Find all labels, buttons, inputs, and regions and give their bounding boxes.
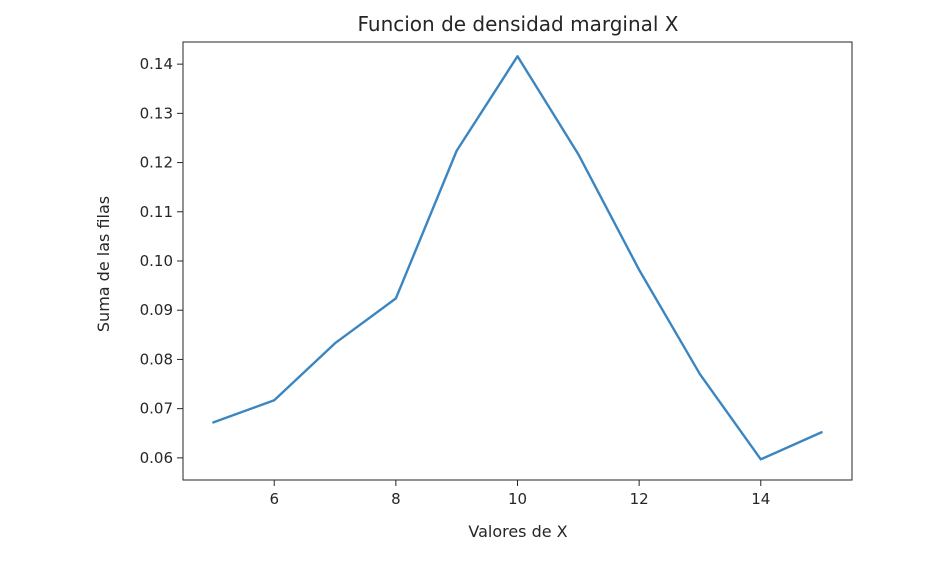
- chart-title: Funcion de densidad marginal X: [357, 12, 678, 36]
- y-tick-label: 0.07: [140, 400, 173, 418]
- y-tick-label: 0.09: [140, 301, 173, 319]
- x-tick-label: 12: [630, 490, 649, 508]
- y-tick-label: 0.12: [140, 154, 173, 172]
- y-tick-label: 0.14: [140, 55, 173, 73]
- series-line: [212, 55, 823, 461]
- axes-frame: [182, 41, 853, 481]
- y-tick-label: 0.11: [140, 203, 173, 221]
- y-axis-label: Suma de las filas: [94, 196, 113, 332]
- x-tick-label: 14: [751, 490, 770, 508]
- x-tick-label: 8: [391, 490, 401, 508]
- x-axis-label: Valores de X: [468, 522, 567, 541]
- y-tick-label: 0.13: [140, 104, 173, 122]
- x-tick-label: 6: [269, 490, 279, 508]
- x-tick-label: 10: [508, 490, 527, 508]
- y-tick-label: 0.06: [140, 449, 173, 467]
- y-tick-label: 0.08: [140, 350, 173, 368]
- plot-area: 6 8 10 12 14 0.06 0.07 0.08 0.09 0.10 0.11 0.12 0.13…: [140, 41, 853, 508]
- y-tick-label: 0.10: [140, 252, 173, 270]
